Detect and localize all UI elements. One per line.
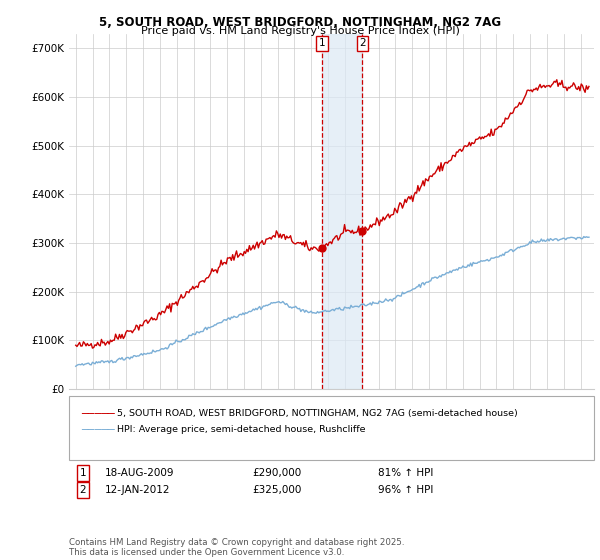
Text: 18-AUG-2009: 18-AUG-2009: [105, 468, 175, 478]
Text: ─────: ─────: [81, 408, 115, 418]
Text: 96% ↑ HPI: 96% ↑ HPI: [378, 485, 433, 495]
Text: 5, SOUTH ROAD, WEST BRIDGFORD, NOTTINGHAM, NG2 7AG (semi-detached house): 5, SOUTH ROAD, WEST BRIDGFORD, NOTTINGHA…: [117, 409, 518, 418]
Text: 81% ↑ HPI: 81% ↑ HPI: [378, 468, 433, 478]
Text: 1: 1: [319, 38, 325, 48]
Text: 1: 1: [79, 468, 86, 478]
Text: ─────: ─────: [81, 424, 115, 435]
Text: HPI: Average price, semi-detached house, Rushcliffe: HPI: Average price, semi-detached house,…: [117, 425, 365, 434]
Text: £325,000: £325,000: [252, 485, 301, 495]
Text: £290,000: £290,000: [252, 468, 301, 478]
Text: Contains HM Land Registry data © Crown copyright and database right 2025.
This d: Contains HM Land Registry data © Crown c…: [69, 538, 404, 557]
Bar: [322, 34, 362, 389]
Text: 12-JAN-2012: 12-JAN-2012: [105, 485, 170, 495]
Text: Price paid vs. HM Land Registry's House Price Index (HPI): Price paid vs. HM Land Registry's House …: [140, 26, 460, 36]
Text: 5, SOUTH ROAD, WEST BRIDGFORD, NOTTINGHAM, NG2 7AG: 5, SOUTH ROAD, WEST BRIDGFORD, NOTTINGHA…: [99, 16, 501, 29]
Text: 2: 2: [79, 485, 86, 495]
Text: 2: 2: [359, 38, 366, 48]
